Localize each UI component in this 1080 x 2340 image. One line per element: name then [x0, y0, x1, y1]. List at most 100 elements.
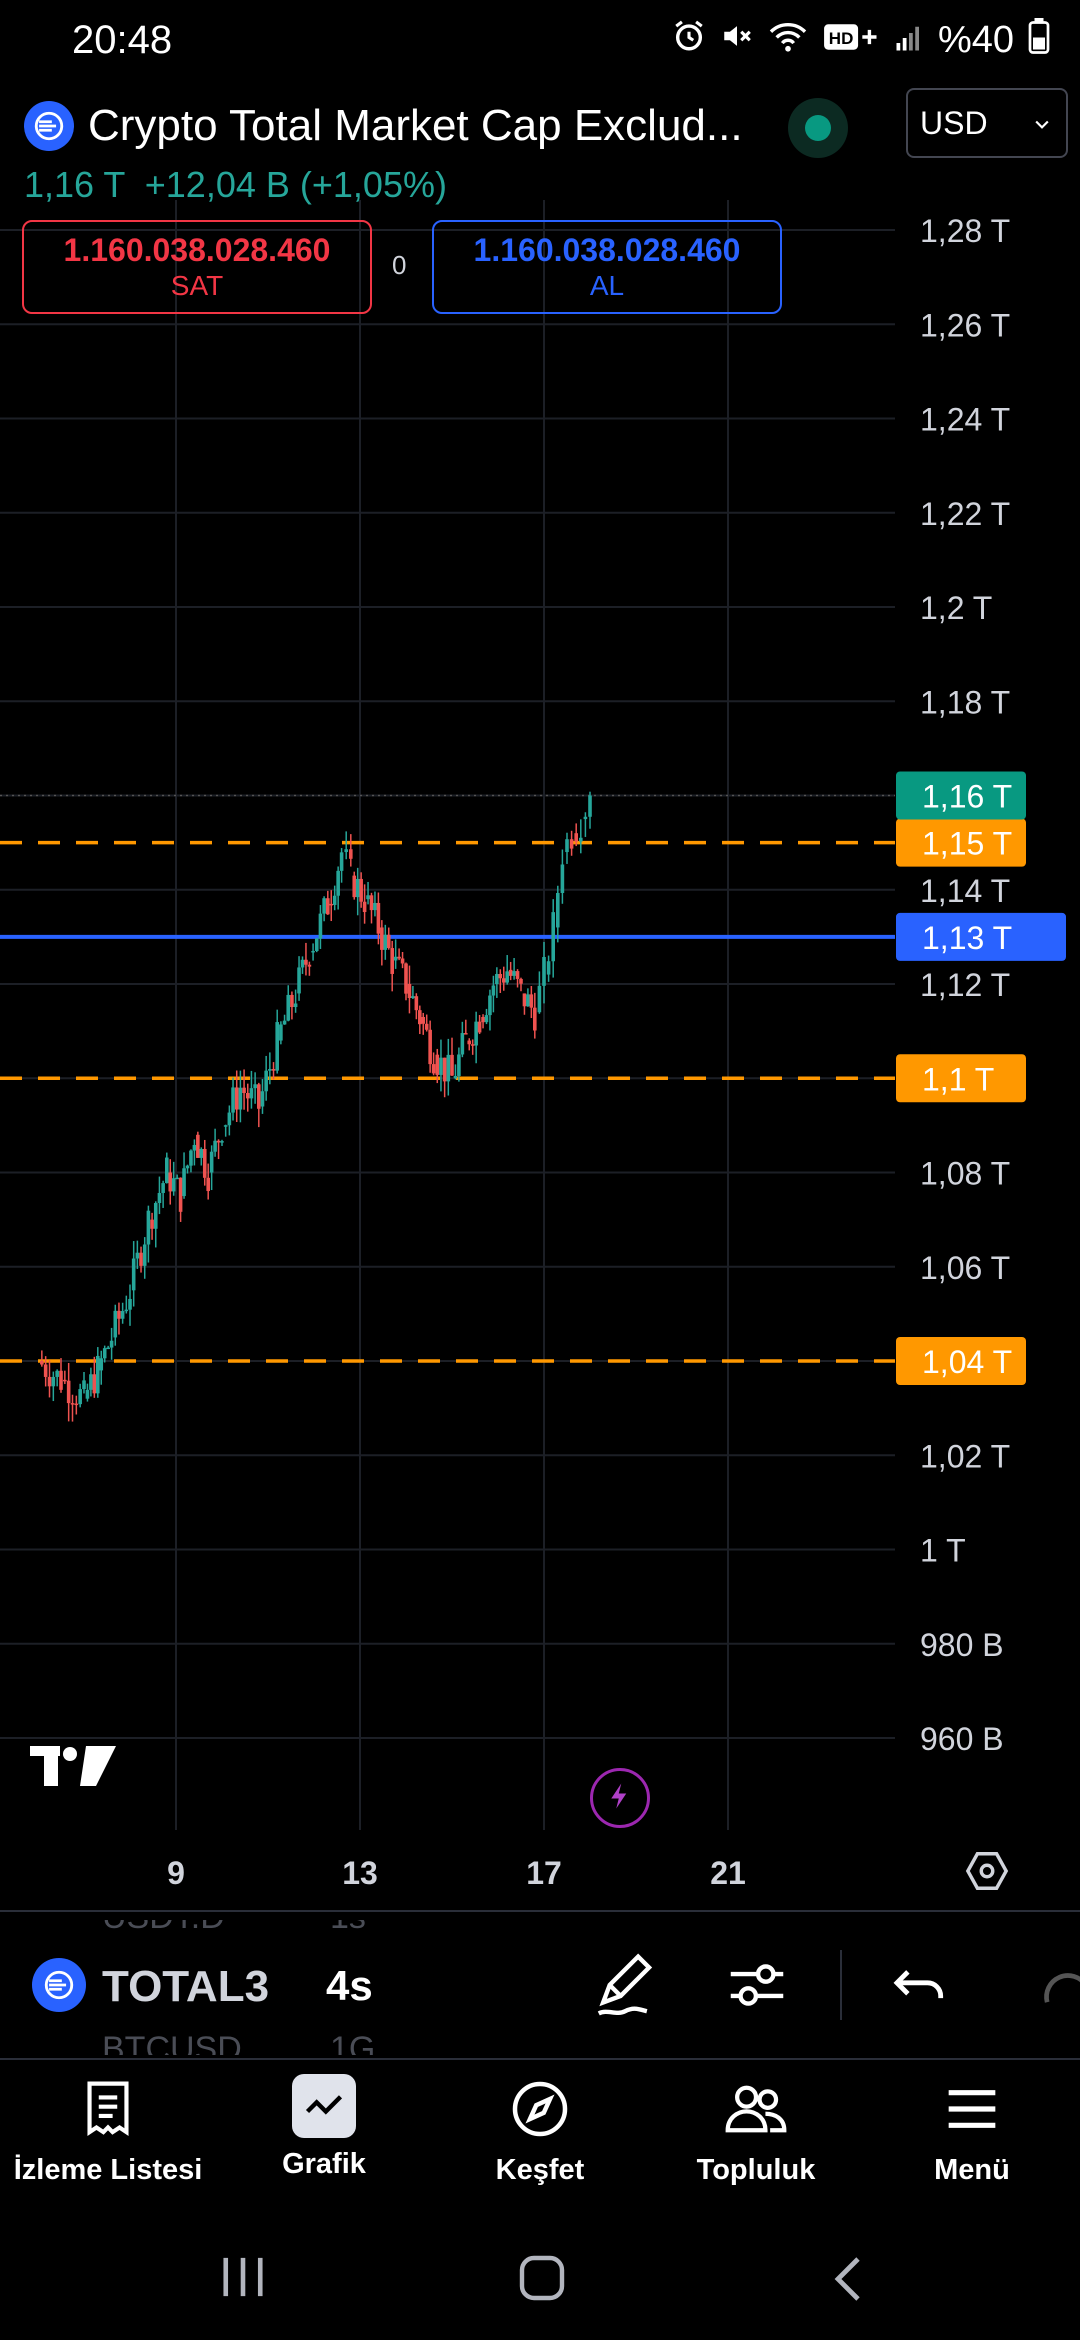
chart-settings-button[interactable] [964, 1848, 1014, 1898]
redo-button[interactable] [1030, 1950, 1080, 2024]
candle-body [314, 938, 319, 951]
system-navigation-bar [0, 2220, 1080, 2340]
candle-body [522, 993, 527, 1007]
price-axis-tag [896, 1337, 1026, 1385]
y-tick-label: 980 B [920, 1627, 1004, 1663]
candle-body [542, 957, 546, 986]
candle-body [332, 895, 337, 905]
indicators-button[interactable] [722, 1950, 796, 2024]
candle-body [359, 878, 363, 902]
candle-body [82, 1380, 86, 1390]
candle-body [529, 994, 534, 1008]
market-status-indicator[interactable] [788, 98, 848, 158]
nav-label: İzleme Listesi [13, 2154, 203, 2186]
chart-icon [292, 2074, 356, 2138]
menu-icon [937, 2074, 1007, 2144]
candle-body [508, 969, 513, 976]
undo-button[interactable] [886, 1950, 960, 2024]
price-chart[interactable]: 1,28 T 1,26 T 1,24 T 1,22 T 1,2 T 1,18 T 1,16 … [0, 0, 1080, 1910]
candle-body [168, 1172, 173, 1192]
x-tick-label: 17 [526, 1855, 562, 1891]
home-button[interactable] [518, 2254, 566, 2307]
candle-body [178, 1177, 183, 1212]
nav-label: Grafik [282, 2148, 366, 2180]
candle-body [51, 1376, 56, 1387]
candle-body [411, 996, 415, 999]
candle-body [264, 1070, 268, 1092]
back-button[interactable] [828, 2254, 868, 2309]
y-tick-label: 1,26 T [920, 307, 1010, 343]
nav-explore[interactable]: Keşfet [432, 2074, 648, 2204]
watchlist-icon [73, 2074, 143, 2144]
candle-body [142, 1244, 147, 1266]
candle-body [467, 1040, 472, 1045]
candle-body [40, 1361, 44, 1365]
candle-body [286, 994, 291, 1021]
candle-body [579, 837, 583, 842]
spread-value: 0 [392, 250, 407, 280]
community-icon [721, 2074, 791, 2144]
market-open-dot-icon [805, 115, 831, 141]
candle-body [515, 971, 520, 979]
recent-apps-button[interactable] [218, 2254, 268, 2305]
lightning-button[interactable] [590, 1768, 650, 1828]
candle-body [124, 1309, 129, 1312]
candle-body [481, 1016, 485, 1023]
y-tick-label: 1,24 T [920, 402, 1010, 438]
signal-icon [894, 20, 924, 62]
candle-body [242, 1087, 246, 1094]
candle-body [460, 1033, 465, 1055]
symbol-logo-icon [24, 101, 74, 151]
candle-body [431, 1064, 436, 1074]
candle-body [537, 985, 542, 1013]
nav-chart[interactable]: Grafik [216, 2074, 432, 2204]
candle-body [453, 1075, 458, 1079]
candle-body [70, 1403, 75, 1405]
candle-body [253, 1084, 257, 1089]
candle-body [551, 912, 555, 962]
sell-button[interactable]: 1.160.038.028.460 SAT [22, 220, 372, 314]
candle-body [470, 1044, 475, 1046]
nav-menu[interactable]: Menü [864, 2074, 1080, 2204]
candle-body [297, 967, 301, 994]
symbol-title[interactable]: Crypto Total Market Cap Exclud... [88, 101, 743, 150]
candle-body [583, 816, 588, 820]
toolbar-interval[interactable]: 4s [326, 1962, 373, 2009]
candle-body [386, 934, 391, 949]
y-tick-label: 1,28 T [920, 213, 1010, 249]
buy-button[interactable]: 1.160.038.028.460 AL [432, 220, 782, 314]
candle-body [55, 1370, 59, 1377]
y-tick-label: 1,22 T [920, 496, 1010, 532]
candle-body [512, 971, 516, 976]
candle-body [59, 1370, 63, 1390]
candle-body [435, 1054, 440, 1075]
candle-body [366, 895, 370, 900]
toolbar-symbol[interactable]: TOTAL3 [102, 1962, 270, 2011]
y-tick-label: 1,02 T [920, 1438, 1010, 1474]
price-axis-tag [896, 818, 1026, 867]
candle-body [380, 927, 384, 950]
candle-body [128, 1298, 132, 1310]
candle-body [355, 878, 360, 898]
candle-body [106, 1347, 110, 1350]
candle-body [390, 948, 394, 974]
x-tick-label: 21 [710, 1855, 746, 1891]
candle-body [260, 1091, 265, 1107]
currency-value: USD [920, 104, 988, 141]
symbol-header[interactable]: Crypto Total Market Cap Exclud... [24, 96, 743, 156]
toolbar-divider [840, 1950, 842, 2020]
nav-watchlist[interactable]: İzleme Listesi [0, 2074, 216, 2204]
y-tick-label: 1,2 T [920, 590, 992, 626]
candle-body [349, 849, 353, 859]
wifi-icon [768, 19, 808, 62]
candle-body [161, 1183, 165, 1193]
drawing-tools-button[interactable] [590, 1950, 664, 2024]
candle-body [199, 1148, 204, 1158]
candle-body [171, 1178, 176, 1192]
buy-price: 1.160.038.028.460 [473, 232, 741, 268]
buy-label: AL [589, 270, 625, 301]
nav-community[interactable]: Topluluk [648, 2074, 864, 2204]
hd-plus-icon: HD [822, 20, 880, 61]
candle-body [344, 849, 348, 853]
currency-select[interactable]: USD [906, 88, 1068, 158]
